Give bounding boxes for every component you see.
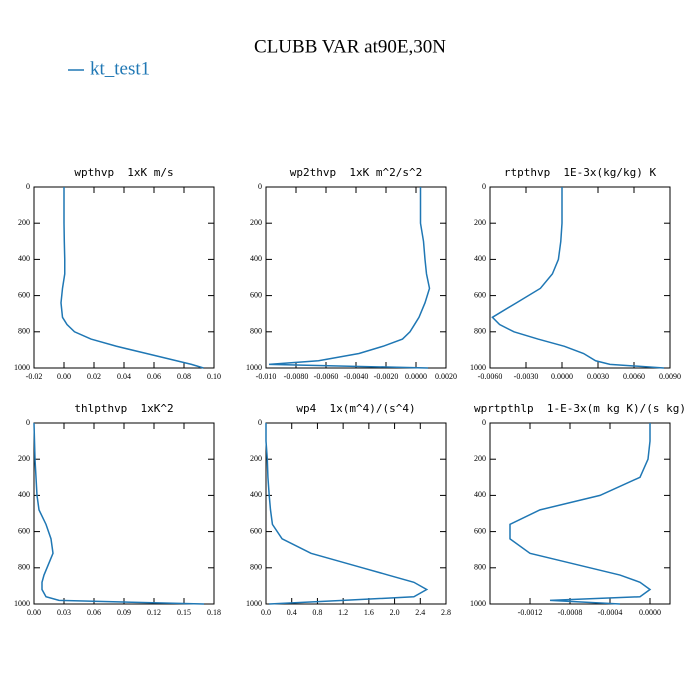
x-tick-label: -0.010 [256,372,277,381]
y-tick-label: 400 [250,254,262,263]
x-tick-label: 0.02 [87,372,101,381]
profile-line [60,187,204,369]
x-tick-label: 0.06 [87,608,101,617]
y-tick-label: 200 [474,218,486,227]
y-tick-label: 200 [250,454,262,463]
y-tick-label: 400 [18,254,30,263]
x-tick-label: 0.15 [177,608,191,617]
x-tick-label: -0.0004 [598,608,623,617]
y-tick-label: 200 [18,218,30,227]
x-tick-label: 0.12 [147,608,161,617]
y-tick-label: 0 [26,182,30,191]
y-tick-label: 0 [482,182,486,191]
x-tick-label: 0.06 [147,372,161,381]
profile-line [491,187,665,369]
x-tick-label: -0.0008 [558,608,583,617]
y-tick-label: 0 [482,418,486,427]
x-tick-label: 0.8 [312,608,322,617]
x-tick-label: 2.4 [415,608,425,617]
y-tick-label: 600 [474,290,486,299]
y-tick-label: 800 [474,327,486,336]
y-tick-label: 1000 [14,363,30,372]
y-tick-label: 600 [18,526,30,535]
y-tick-label: 800 [18,563,30,572]
x-tick-label: 2.8 [441,608,451,617]
y-tick-label: 200 [474,454,486,463]
y-tick-label: 1000 [470,599,486,608]
y-tick-label: 1000 [246,599,262,608]
x-tick-label: -0.02 [26,372,43,381]
x-tick-label: 0.18 [207,608,221,617]
x-tick-label: 1.6 [364,608,374,617]
y-tick-label: 400 [474,490,486,499]
x-tick-label: 0.0000 [639,608,661,617]
y-tick-label: 400 [18,490,30,499]
x-tick-label: -0.0060 [314,372,339,381]
x-tick-label: 0.0090 [659,372,681,381]
plot-frame [489,186,671,369]
y-tick-label: 1000 [246,363,262,372]
figure-title: CLUBB VAR at90E,30N [254,36,446,57]
x-tick-label: 0.08 [177,372,191,381]
x-tick-label: -0.0040 [344,372,369,381]
plot-frame [489,422,671,605]
x-tick-label: 0.0020 [435,372,457,381]
y-tick-label: 0 [258,182,262,191]
x-tick-label: -0.0030 [514,372,539,381]
x-tick-label: -0.0060 [478,372,503,381]
y-tick-label: 600 [18,290,30,299]
profile-line [509,423,652,605]
y-tick-label: 200 [250,218,262,227]
y-tick-label: 200 [18,454,30,463]
y-tick-label: 800 [474,563,486,572]
plot-frame [33,186,215,369]
y-tick-label: 0 [258,418,262,427]
plot-frame [33,422,215,605]
y-tick-label: 800 [250,327,262,336]
panel-title: rtpthvp 1E-3x(kg/kg) K [504,166,657,179]
x-tick-label: 0.09 [117,608,131,617]
y-tick-label: 0 [26,418,30,427]
x-tick-label: -0.0012 [518,608,543,617]
x-tick-label: 0.0 [261,608,271,617]
x-tick-label: 0.0060 [623,372,645,381]
y-tick-label: 600 [250,290,262,299]
x-tick-label: 0.03 [57,608,71,617]
legend-label: kt_test1 [90,58,150,79]
y-tick-label: 800 [18,327,30,336]
plot-frame [265,422,447,605]
y-tick-label: 800 [250,563,262,572]
x-tick-label: 0.04 [117,372,131,381]
x-tick-label: -0.0020 [374,372,399,381]
panel-title: wp4 1x(m^4)/(s^4) [296,402,415,415]
x-tick-label: 0.10 [207,372,221,381]
y-tick-label: 600 [250,526,262,535]
y-tick-label: 400 [474,254,486,263]
y-tick-label: 1000 [470,363,486,372]
profile-line [33,422,205,605]
x-tick-label: 0.0000 [405,372,427,381]
panel-title: wp2thvp 1xK m^2/s^2 [290,166,422,179]
panel-title: thlpthvp 1xK^2 [74,402,173,415]
x-tick-label: 1.2 [338,608,348,617]
panel-title: wprtpthlp 1-E-3x(m kg K)/(s kg) [474,402,686,415]
plot-frame [265,186,447,369]
x-tick-label: -0.0080 [284,372,309,381]
panel-title: wpthvp 1xK m/s [74,166,173,179]
y-tick-label: 1000 [14,599,30,608]
profile-line [265,423,429,605]
x-tick-label: 0.0000 [551,372,573,381]
x-tick-label: 2.0 [390,608,400,617]
y-tick-label: 600 [474,526,486,535]
x-tick-label: 0.0030 [587,372,609,381]
x-tick-label: 0.4 [287,608,297,617]
y-tick-label: 400 [250,490,262,499]
x-tick-label: 0.00 [57,372,71,381]
x-tick-label: 0.00 [27,608,41,617]
profile-line [268,187,431,369]
